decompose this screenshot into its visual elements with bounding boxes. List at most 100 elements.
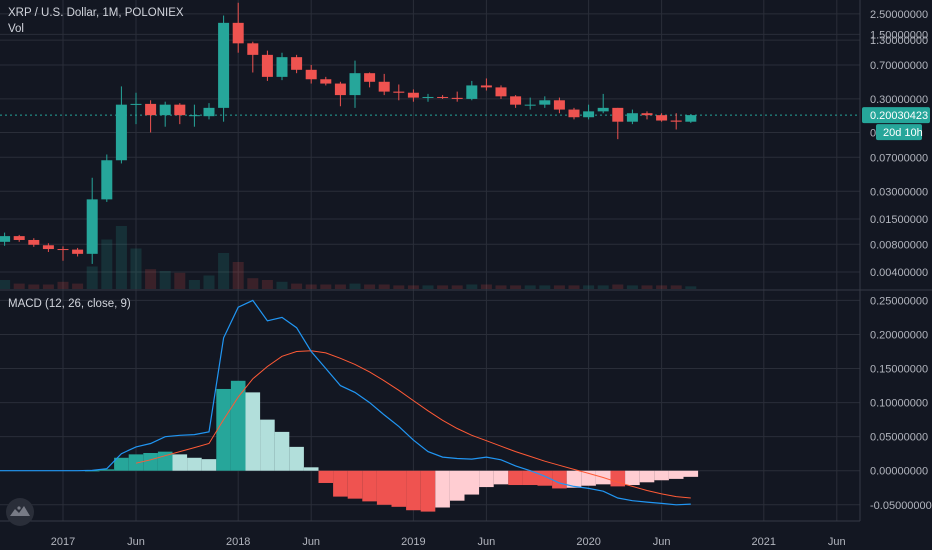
candle-body	[28, 239, 40, 245]
candle-body	[174, 104, 186, 116]
chart-title: XRP / U.S. Dollar, 1M, POLONIEX	[8, 7, 184, 19]
price-tick-label: 0.07000000	[870, 152, 928, 164]
candle-body	[305, 69, 317, 80]
macd-tick-label: 0.00000000	[870, 466, 928, 478]
macd-histogram	[84, 380, 699, 512]
candle-body	[510, 96, 522, 105]
volume-bar	[305, 284, 317, 289]
macd-histogram-bar	[464, 470, 480, 495]
candle-body	[218, 22, 230, 108]
volume-bar	[145, 269, 157, 289]
volume-bar	[42, 284, 54, 289]
macd-histogram-bar	[493, 470, 509, 485]
candle-body	[13, 236, 25, 240]
macd-histogram-bar	[172, 454, 188, 471]
macd-histogram-bar	[435, 470, 450, 508]
macd-tick-label: 0.20000000	[870, 329, 928, 341]
price-tick-label: 0.00400000	[870, 267, 928, 279]
volume-bar	[334, 284, 346, 289]
volume-bar	[232, 262, 244, 289]
candle-body	[568, 109, 580, 118]
volume-bar	[437, 285, 449, 289]
macd-histogram-bar	[508, 470, 523, 486]
macd-histogram-bar	[201, 459, 217, 471]
candle-body	[407, 92, 419, 98]
volume-bar	[510, 285, 522, 289]
candle-body	[626, 113, 638, 122]
volume-bar	[203, 275, 215, 289]
volume-bar	[101, 239, 113, 289]
candle-body	[188, 115, 200, 117]
macd-histogram-bar	[216, 388, 231, 471]
macd-histogram-bar	[347, 470, 363, 499]
macd-histogram-bar	[610, 470, 626, 487]
volume-bar	[626, 285, 638, 289]
candle-body	[72, 249, 84, 254]
tradingview-logo-icon[interactable]	[6, 498, 34, 526]
volume-bar	[349, 283, 361, 289]
macd-histogram-bar	[654, 470, 669, 481]
volume-bar	[407, 285, 419, 289]
macd-histogram-bar	[522, 470, 538, 486]
volume-bar	[524, 285, 536, 289]
countdown-value: 20d 10h	[883, 127, 923, 139]
macd-histogram-bar	[128, 454, 144, 471]
price-tick-label: 0.03000000	[870, 186, 928, 198]
x-tick-label: 2021	[752, 536, 776, 548]
candle-body	[670, 120, 682, 122]
price-tick-label: 1.50000000	[870, 29, 928, 41]
macd-histogram-bar	[143, 453, 158, 471]
macd-histogram-bar	[449, 470, 465, 501]
candle-body	[495, 87, 507, 97]
volume-bar	[0, 280, 11, 289]
volume-bar	[247, 278, 259, 289]
candle-body	[42, 245, 54, 250]
candle-body	[86, 199, 98, 254]
volume-bar	[159, 271, 171, 289]
volume-bar	[86, 266, 98, 289]
macd-histogram-bar	[187, 457, 202, 471]
candle-body	[393, 91, 405, 93]
macd-histogram-bar	[683, 470, 699, 477]
volume-bar	[568, 285, 580, 289]
macd-histogram-bar	[318, 470, 334, 483]
volume-bar	[188, 280, 200, 289]
candlestick-series	[0, 2, 697, 264]
volume-bars	[0, 226, 697, 289]
macd-tick-label: 0.05000000	[870, 432, 928, 444]
volume-bar	[57, 281, 69, 289]
volume-bar	[174, 272, 186, 289]
candle-body	[422, 96, 434, 98]
volume-bar	[291, 283, 303, 289]
candle-body	[539, 100, 551, 105]
volume-bar	[115, 226, 127, 289]
x-tick-label: Jun	[302, 536, 320, 548]
price-tick-label: 0.01500000	[870, 214, 928, 226]
macd-histogram-bar	[391, 470, 407, 507]
macd-histogram-bar	[420, 470, 436, 512]
macd-histogram-bar	[566, 470, 582, 488]
last-price-tag: 0.20030423 20d 10h	[862, 107, 930, 141]
candle-body	[524, 104, 536, 106]
candle-body	[115, 104, 127, 161]
macd-tick-label: 0.10000000	[870, 398, 928, 410]
candle-body	[612, 107, 624, 122]
x-tick-label: Jun	[478, 536, 496, 548]
volume-bar	[451, 285, 463, 289]
volume-bar	[261, 280, 273, 289]
macd-histogram-bar	[230, 380, 246, 471]
macd-histogram-bar	[289, 446, 304, 471]
volume-label: Vol	[8, 23, 24, 35]
volume-bar	[276, 281, 288, 289]
candle-body	[57, 249, 69, 251]
candle-body	[553, 100, 565, 110]
macd-histogram-bar	[260, 419, 275, 471]
macd-histogram-bar	[639, 470, 655, 483]
candle-body	[437, 96, 449, 98]
macd-histogram-bar	[552, 470, 567, 489]
last-price-tag-bg	[862, 107, 930, 124]
candle-body	[364, 73, 376, 82]
volume-bar	[364, 284, 376, 289]
